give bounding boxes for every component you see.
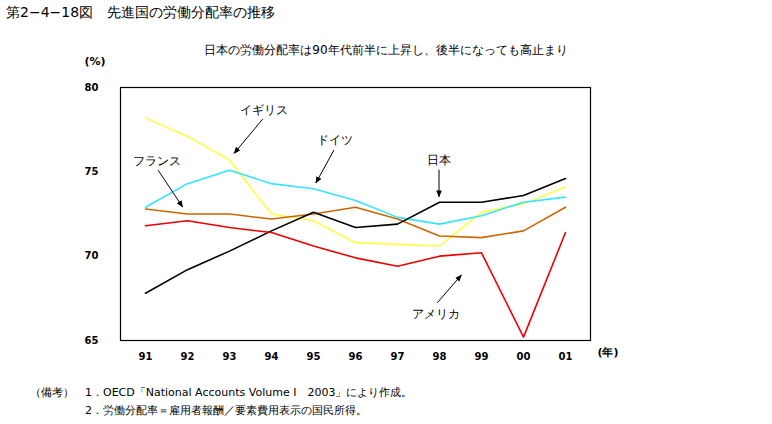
svg-text:80: 80	[85, 82, 99, 93]
svg-text:93: 93	[223, 351, 237, 362]
svg-text:01: 01	[559, 351, 573, 362]
html-text:（備考） 1．OECD「National Accounts: （備考） 1．OECD「National Accounts Volume Ⅰ 2…	[30, 386, 413, 399]
svg-text:70: 70	[85, 250, 99, 261]
svg-text:00: 00	[517, 351, 531, 362]
svg-text:94: 94	[265, 351, 279, 362]
svg-text:96: 96	[349, 351, 363, 362]
svg-text:イギリス: イギリス	[240, 103, 288, 117]
svg-text:日本: 日本	[427, 153, 451, 167]
svg-text:フランス: フランス	[133, 154, 181, 168]
svg-text:98: 98	[433, 351, 447, 362]
svg-text:65: 65	[85, 335, 99, 346]
svg-text:97: 97	[391, 351, 405, 362]
html-text:第2−4−18図 先進国の労働分配率の推移: 第2−4−18図 先進国の労働分配率の推移	[6, 4, 276, 20]
svg-text:99: 99	[475, 351, 489, 362]
svg-text:95: 95	[307, 351, 321, 362]
html-text:日本の労働分配率は90年代前半に上昇し、後半になっても高止ま: 日本の労働分配率は90年代前半に上昇し、後半になっても高止まり	[204, 43, 568, 57]
svg-text:92: 92	[181, 351, 195, 362]
svg-text:91: 91	[139, 351, 153, 362]
html-text:2．労働分配率＝雇用者報酬／要素費用表示の国民所得。: 2．労働分配率＝雇用者報酬／要素費用表示の国民所得。	[85, 404, 367, 417]
svg-text:(年): (年)	[597, 346, 618, 359]
svg-text:75: 75	[85, 166, 99, 177]
svg-text:(%): (%)	[84, 55, 105, 68]
svg-text:ドイツ: ドイツ	[317, 133, 353, 147]
svg-text:アメリカ: アメリカ	[412, 307, 460, 321]
